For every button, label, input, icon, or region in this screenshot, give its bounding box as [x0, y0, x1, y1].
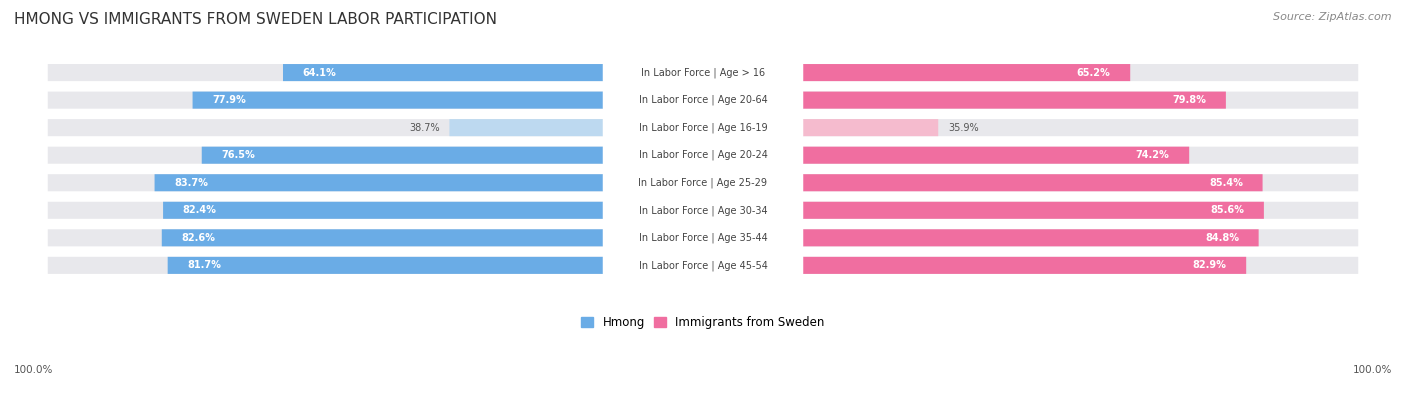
FancyBboxPatch shape [703, 174, 1263, 191]
Text: 82.9%: 82.9% [1192, 260, 1226, 270]
FancyBboxPatch shape [48, 92, 1358, 109]
FancyBboxPatch shape [162, 229, 703, 246]
FancyBboxPatch shape [48, 202, 1358, 219]
Text: 83.7%: 83.7% [174, 178, 208, 188]
FancyBboxPatch shape [283, 64, 703, 81]
Text: 100.0%: 100.0% [14, 365, 53, 375]
Text: 100.0%: 100.0% [1353, 365, 1392, 375]
Text: In Labor Force | Age 20-64: In Labor Force | Age 20-64 [638, 95, 768, 105]
Text: In Labor Force | Age 25-29: In Labor Force | Age 25-29 [638, 177, 768, 188]
FancyBboxPatch shape [48, 229, 1358, 246]
FancyBboxPatch shape [603, 112, 803, 143]
FancyBboxPatch shape [703, 92, 1226, 109]
FancyBboxPatch shape [167, 257, 703, 274]
Text: In Labor Force | Age 16-19: In Labor Force | Age 16-19 [638, 122, 768, 133]
Text: 81.7%: 81.7% [187, 260, 221, 270]
Text: 85.6%: 85.6% [1211, 205, 1244, 215]
FancyBboxPatch shape [703, 229, 1258, 246]
Text: 76.5%: 76.5% [221, 150, 254, 160]
Text: In Labor Force | Age 20-24: In Labor Force | Age 20-24 [638, 150, 768, 160]
Text: 79.8%: 79.8% [1173, 95, 1206, 105]
Text: 82.4%: 82.4% [183, 205, 217, 215]
FancyBboxPatch shape [193, 92, 703, 109]
Text: 35.9%: 35.9% [948, 123, 979, 133]
Text: HMONG VS IMMIGRANTS FROM SWEDEN LABOR PARTICIPATION: HMONG VS IMMIGRANTS FROM SWEDEN LABOR PA… [14, 12, 498, 27]
Text: 84.8%: 84.8% [1205, 233, 1239, 243]
FancyBboxPatch shape [603, 167, 803, 198]
Legend: Hmong, Immigrants from Sweden: Hmong, Immigrants from Sweden [576, 311, 830, 334]
FancyBboxPatch shape [48, 174, 1358, 191]
FancyBboxPatch shape [703, 64, 1130, 81]
Text: In Labor Force | Age 30-34: In Labor Force | Age 30-34 [638, 205, 768, 216]
FancyBboxPatch shape [703, 147, 1189, 164]
Text: In Labor Force | Age 35-44: In Labor Force | Age 35-44 [638, 233, 768, 243]
FancyBboxPatch shape [603, 139, 803, 171]
FancyBboxPatch shape [603, 57, 803, 88]
Text: 82.6%: 82.6% [181, 233, 215, 243]
FancyBboxPatch shape [603, 195, 803, 226]
FancyBboxPatch shape [603, 85, 803, 116]
FancyBboxPatch shape [603, 250, 803, 281]
Text: 77.9%: 77.9% [212, 95, 246, 105]
Text: 38.7%: 38.7% [409, 123, 440, 133]
Text: In Labor Force | Age > 16: In Labor Force | Age > 16 [641, 67, 765, 78]
Text: 65.2%: 65.2% [1077, 68, 1111, 77]
FancyBboxPatch shape [163, 202, 703, 219]
FancyBboxPatch shape [703, 202, 1264, 219]
FancyBboxPatch shape [155, 174, 703, 191]
FancyBboxPatch shape [450, 119, 703, 136]
Text: In Labor Force | Age 45-54: In Labor Force | Age 45-54 [638, 260, 768, 271]
FancyBboxPatch shape [48, 257, 1358, 274]
FancyBboxPatch shape [703, 257, 1246, 274]
Text: 74.2%: 74.2% [1136, 150, 1170, 160]
FancyBboxPatch shape [48, 64, 1358, 81]
FancyBboxPatch shape [48, 119, 1358, 136]
Text: 64.1%: 64.1% [302, 68, 336, 77]
FancyBboxPatch shape [48, 147, 1358, 164]
Text: Source: ZipAtlas.com: Source: ZipAtlas.com [1274, 12, 1392, 22]
FancyBboxPatch shape [703, 119, 938, 136]
FancyBboxPatch shape [603, 222, 803, 254]
FancyBboxPatch shape [201, 147, 703, 164]
Text: 85.4%: 85.4% [1209, 178, 1243, 188]
